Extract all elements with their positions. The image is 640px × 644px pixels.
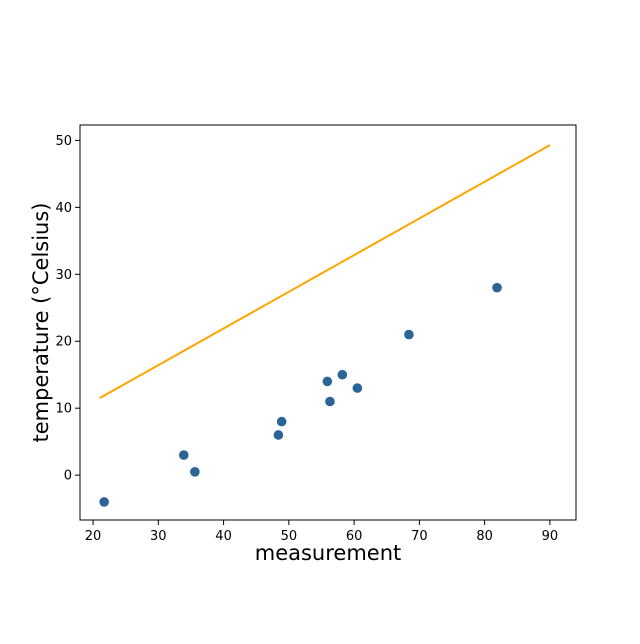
y-axis-label: temperature (°Celsius) (29, 202, 53, 442)
x-tick-label: 70 (411, 529, 428, 544)
data-point (352, 383, 363, 393)
x-tick-label: 90 (542, 529, 559, 544)
y-tick-label: 0 (64, 469, 72, 484)
data-point (190, 466, 200, 477)
x-tick-label: 80 (476, 529, 493, 544)
axis-ticks: 20 30 40 50 60 70 80 90 0 10 20 30 40 50 (55, 134, 558, 544)
data-point (325, 396, 335, 407)
x-tick-label: 20 (85, 529, 102, 544)
x-tick-label: 50 (281, 529, 298, 544)
data-point (273, 430, 284, 440)
data-point (492, 282, 502, 293)
y-tick-label: 30 (55, 268, 72, 283)
data-point (322, 376, 333, 387)
data-point (178, 450, 189, 460)
points-layer (99, 282, 502, 507)
data-point (337, 369, 348, 380)
plot-frame (79, 124, 577, 521)
x-tick-label: 30 (150, 529, 167, 544)
y-tick-label: 40 (55, 201, 72, 216)
y-tick-label: 10 (55, 402, 72, 417)
y-tick-label: 20 (55, 335, 72, 350)
fit-line (99, 144, 551, 400)
x-axis-label: measurement (255, 541, 402, 565)
y-tick-label: 50 (55, 134, 72, 149)
fit-line-layer (99, 144, 551, 400)
data-point (99, 497, 109, 507)
data-point (276, 416, 287, 427)
x-tick-label: 60 (346, 529, 363, 544)
x-tick-label: 40 (215, 529, 232, 544)
data-point (404, 329, 414, 340)
